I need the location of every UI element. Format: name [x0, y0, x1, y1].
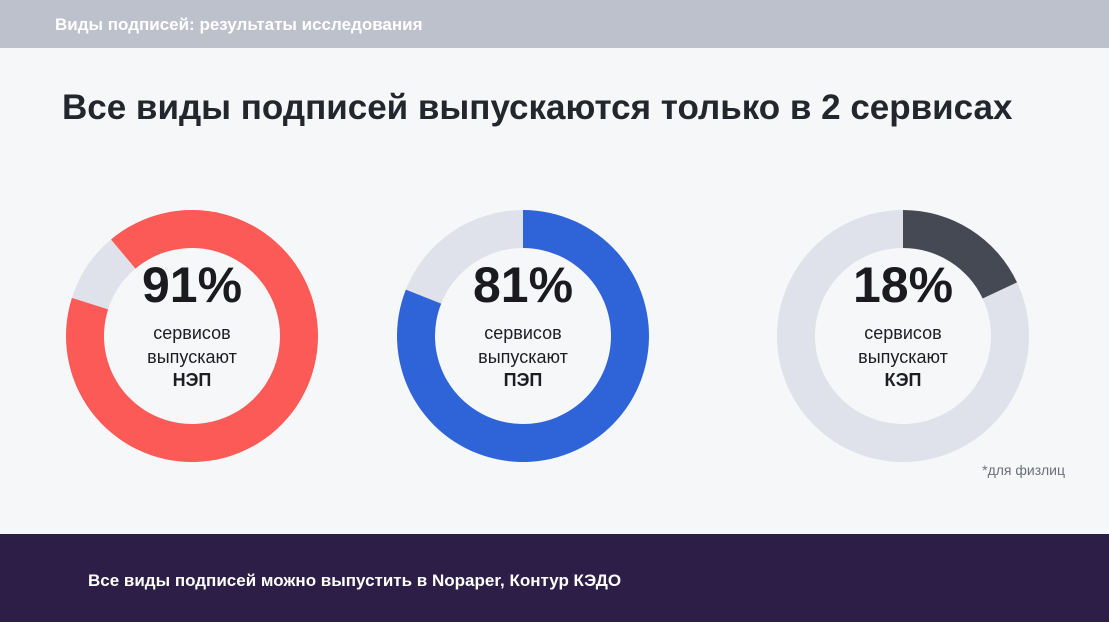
donut-svg: [397, 210, 649, 462]
donut-signature-type: КЭП: [884, 370, 922, 390]
donut-percent: 18%: [852, 257, 954, 313]
donut-remainder-segment: [405, 210, 523, 304]
section-title: Виды подписей: результаты исследования: [55, 15, 423, 34]
page-headline: Все виды подписей выпускаются только в 2…: [62, 88, 1013, 127]
bottom-banner: Все виды подписей можно выпустить в Nopa…: [0, 534, 1109, 622]
donut-label-line2: выпускают: [478, 347, 568, 367]
donut-chart-kep: 18% сервисов выпускают КЭП: [773, 206, 1033, 466]
donut-percent: 91%: [141, 257, 243, 313]
donut-label-line1: сервисов: [484, 323, 562, 343]
donut-chart-nep: 91% сервисов выпускают НЭП: [62, 206, 322, 466]
donut-remainder-segment: [777, 210, 1029, 462]
donut-svg: [777, 210, 1029, 462]
bottom-banner-text: Все виды подписей можно выпустить в Nopa…: [88, 571, 622, 590]
donut-svg: [65, 210, 318, 463]
donut-value-segment: [397, 210, 649, 462]
top-banner: Виды подписей: результаты исследования: [0, 0, 1109, 48]
donut-remainder-segment: [71, 239, 136, 310]
donut-label-line1: сервисов: [864, 323, 942, 343]
donut-label-line2: выпускают: [147, 347, 237, 367]
donut-chart-pep: 81% сервисов выпускают ПЭП: [393, 206, 653, 466]
donut-signature-type: ПЭП: [503, 370, 543, 390]
donut-percent: 81%: [472, 257, 574, 313]
footnote: *для физлиц: [982, 462, 1065, 478]
donut-signature-type: НЭП: [172, 370, 212, 390]
donut-label-line2: выпускают: [858, 347, 948, 367]
donut-value-segment: [65, 210, 318, 463]
donut-value-segment: [903, 210, 1018, 299]
donut-label-line1: сервисов: [153, 323, 231, 343]
